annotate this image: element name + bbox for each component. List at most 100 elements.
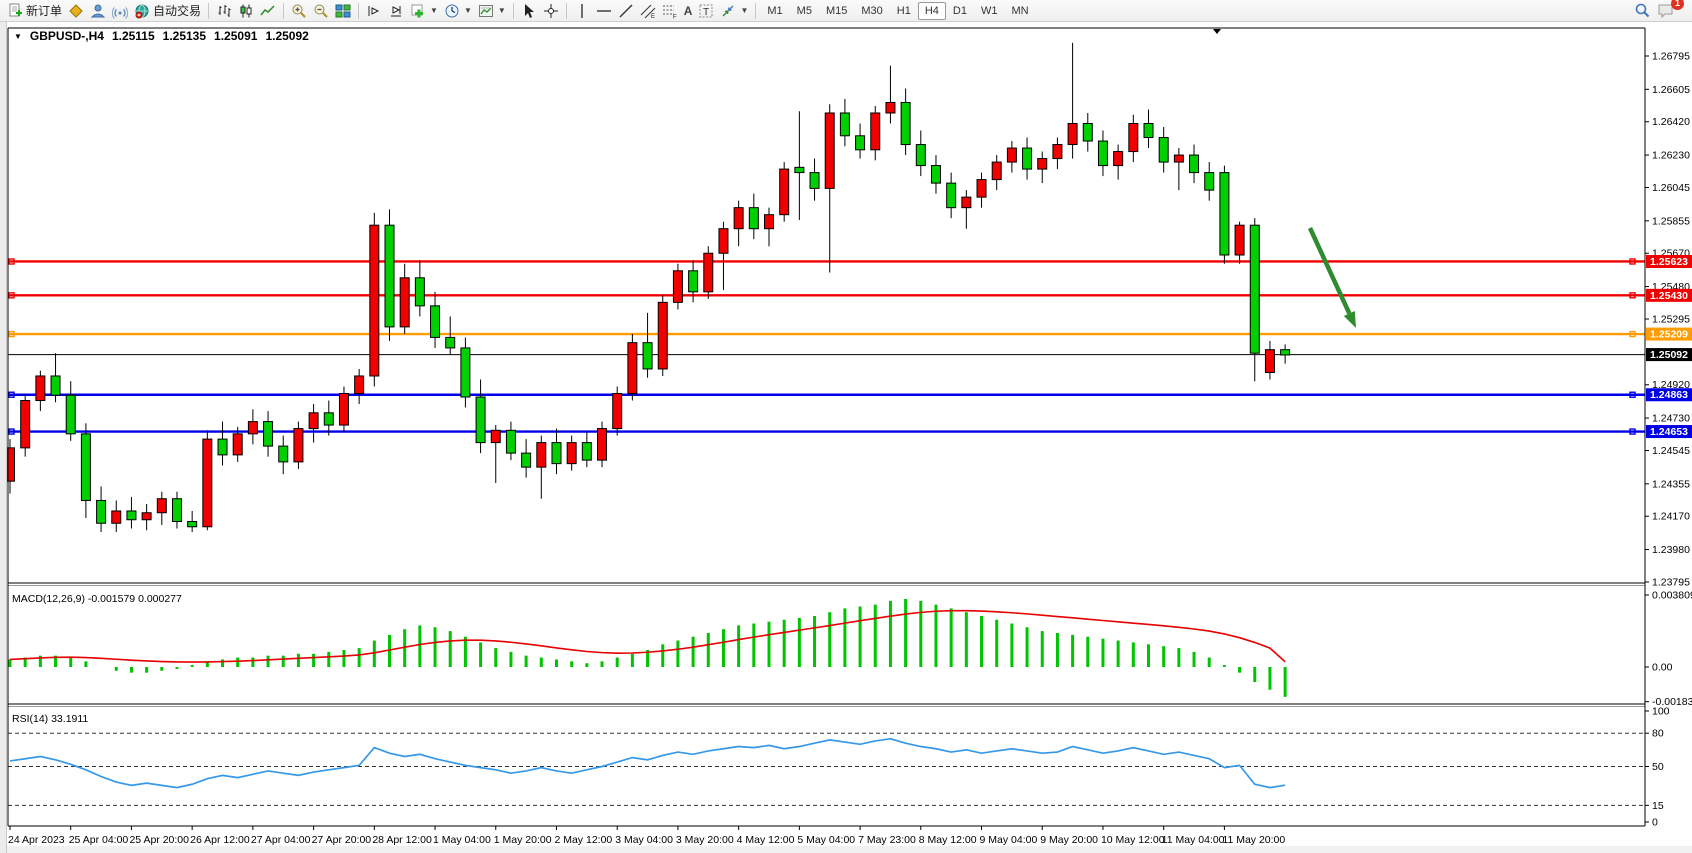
toolbar-separator xyxy=(755,2,757,19)
cursor-icon xyxy=(521,3,537,19)
svg-text:11 May 20:00: 11 May 20:00 xyxy=(1222,834,1285,846)
down-arrow-annotation[interactable] xyxy=(1307,227,1356,328)
svg-text:4 May 12:00: 4 May 12:00 xyxy=(737,834,795,846)
cursor-button[interactable] xyxy=(518,2,540,20)
timeframe-button-w1[interactable]: W1 xyxy=(980,4,998,17)
svg-text:1.24863: 1.24863 xyxy=(1650,389,1688,401)
notifications-button[interactable]: 1 xyxy=(1654,0,1684,20)
zoom-in-button[interactable] xyxy=(288,2,310,20)
timeframe-button-mn[interactable]: MN xyxy=(1011,4,1029,17)
indicators-plus-icon xyxy=(410,3,426,19)
svg-text:11 May 04:00: 11 May 04:00 xyxy=(1162,834,1225,846)
line-chart-icon xyxy=(260,3,276,19)
timeframe-button-h1[interactable]: H1 xyxy=(896,4,911,17)
quote-low: 1.25091 xyxy=(214,29,258,43)
vertical-line-button[interactable] xyxy=(571,2,593,20)
svg-text:50: 50 xyxy=(1652,761,1664,773)
time-axis: 24 Apr 2023 25 Apr 04:00 25 Apr 20:00 26 Ap… xyxy=(8,826,1285,846)
gold-button[interactable] xyxy=(65,2,87,20)
shift-end-icon xyxy=(388,3,404,19)
shift-end-button[interactable] xyxy=(385,2,407,20)
svg-text:1.26045: 1.26045 xyxy=(1652,182,1690,194)
svg-text:1.25092: 1.25092 xyxy=(1650,349,1688,361)
svg-text:1.25623: 1.25623 xyxy=(1650,256,1688,268)
indicators-button[interactable]: ▼ xyxy=(407,2,441,20)
crosshair-button[interactable] xyxy=(540,2,562,20)
price-tags: 1.25623 1.25430 1.25209 1.24863 1.24653 1.250… xyxy=(1646,254,1692,439)
toolbar-separator xyxy=(358,2,360,19)
community-button[interactable] xyxy=(87,2,109,20)
svg-text:0: 0 xyxy=(1652,817,1658,829)
macd-indicator: 0.003809 0.00 -0.001836 MACD(12,26,9) -0.00… xyxy=(8,590,1692,708)
svg-text:1.24653: 1.24653 xyxy=(1650,426,1688,438)
zoom-in-icon xyxy=(291,3,307,19)
svg-text:1.25209: 1.25209 xyxy=(1650,329,1688,341)
timeframe-group: M1 M5 M15 M30 H1 H4 D1 W1 MN xyxy=(760,1,1035,20)
periods-button[interactable]: ▼ xyxy=(441,2,475,20)
svg-text:1.23795: 1.23795 xyxy=(1652,576,1690,588)
chevron-down-icon: ▼ xyxy=(430,6,438,15)
line-chart-button[interactable] xyxy=(257,2,279,20)
text-label-button[interactable]: T xyxy=(695,2,717,20)
toolbar-separator xyxy=(565,2,567,19)
trendline-button[interactable] xyxy=(615,2,637,20)
svg-text:100: 100 xyxy=(1652,706,1670,718)
gold-icon xyxy=(68,3,84,19)
search-button[interactable] xyxy=(1631,1,1654,20)
auto-trading-button[interactable]: 自动交易 xyxy=(131,1,204,20)
svg-text:0.00: 0.00 xyxy=(1652,662,1673,674)
collapse-arrow-icon[interactable]: ▼ xyxy=(14,31,22,41)
macd-signal-line xyxy=(9,609,1286,663)
zoom-out-button[interactable] xyxy=(310,2,332,20)
svg-text:0.003809: 0.003809 xyxy=(1652,590,1692,602)
vertical-line-icon xyxy=(574,3,590,19)
svg-text:1.25295: 1.25295 xyxy=(1652,313,1690,325)
timeframe-button-m15[interactable]: M15 xyxy=(825,4,848,17)
auto-trading-label: 自动交易 xyxy=(153,4,202,18)
svg-text:1.24170: 1.24170 xyxy=(1652,511,1690,523)
svg-text:10 May 12:00: 10 May 12:00 xyxy=(1101,834,1165,846)
svg-text:8 May 12:00: 8 May 12:00 xyxy=(919,834,977,846)
new-order-button[interactable]: 新订单 xyxy=(4,1,65,20)
timeframe-button-h4[interactable]: H4 xyxy=(917,1,946,20)
signal-button[interactable] xyxy=(109,2,131,20)
timeframe-button-m1[interactable]: M1 xyxy=(767,4,783,17)
timeframe-button-m5[interactable]: M5 xyxy=(796,4,812,17)
equidistant-channel-button[interactable]: E xyxy=(637,2,659,20)
chart-frame xyxy=(7,27,1646,827)
shift-forward-button[interactable] xyxy=(363,2,385,20)
new-order-label: 新订单 xyxy=(26,4,63,18)
toolbar-separator xyxy=(283,2,285,19)
timeframe-button-m30[interactable]: M30 xyxy=(861,4,883,17)
fibonacci-icon: F xyxy=(662,3,678,19)
arrows-button[interactable]: ▼ xyxy=(717,2,751,20)
quote-close: 1.25092 xyxy=(265,29,309,43)
timeframe-button-d1[interactable]: D1 xyxy=(952,4,967,17)
svg-text:1.24355: 1.24355 xyxy=(1652,478,1690,490)
horizontal-line-objects[interactable] xyxy=(8,258,1645,435)
text-label-icon: T xyxy=(698,3,714,19)
tile-windows-button[interactable] xyxy=(332,2,354,20)
svg-text:1.25855: 1.25855 xyxy=(1652,215,1690,227)
svg-text:9 May 20:00: 9 May 20:00 xyxy=(1040,834,1098,846)
svg-text:80: 80 xyxy=(1652,728,1664,740)
text-icon: A xyxy=(683,3,693,18)
candlestick-chart-button[interactable] xyxy=(235,2,257,20)
candlestick-chart-icon xyxy=(238,3,254,19)
text-button[interactable]: A xyxy=(681,3,696,19)
chevron-down-icon: ▼ xyxy=(463,6,472,15)
bar-chart-icon xyxy=(216,3,232,19)
horizontal-line-button[interactable] xyxy=(593,2,615,20)
chart-window[interactable]: 1.26795 1.26605 1.26420 1.26230 1.26045 1.258… xyxy=(0,22,1692,853)
bar-chart-button[interactable] xyxy=(213,2,235,20)
svg-text:RSI(14) 33.1911: RSI(14) 33.1911 xyxy=(12,713,88,725)
chart-shift-marker[interactable] xyxy=(1213,29,1221,34)
templates-button[interactable]: ▼ xyxy=(475,2,509,20)
fibonacci-button[interactable]: F xyxy=(659,2,681,20)
svg-text:1.26420: 1.26420 xyxy=(1652,116,1690,128)
signal-icon xyxy=(112,3,129,19)
shift-forward-icon xyxy=(366,3,382,19)
equidistant-channel-icon: E xyxy=(640,3,656,19)
svg-text:25 Apr 04:00: 25 Apr 04:00 xyxy=(69,834,129,846)
svg-text:3 May 04:00: 3 May 04:00 xyxy=(615,834,673,846)
